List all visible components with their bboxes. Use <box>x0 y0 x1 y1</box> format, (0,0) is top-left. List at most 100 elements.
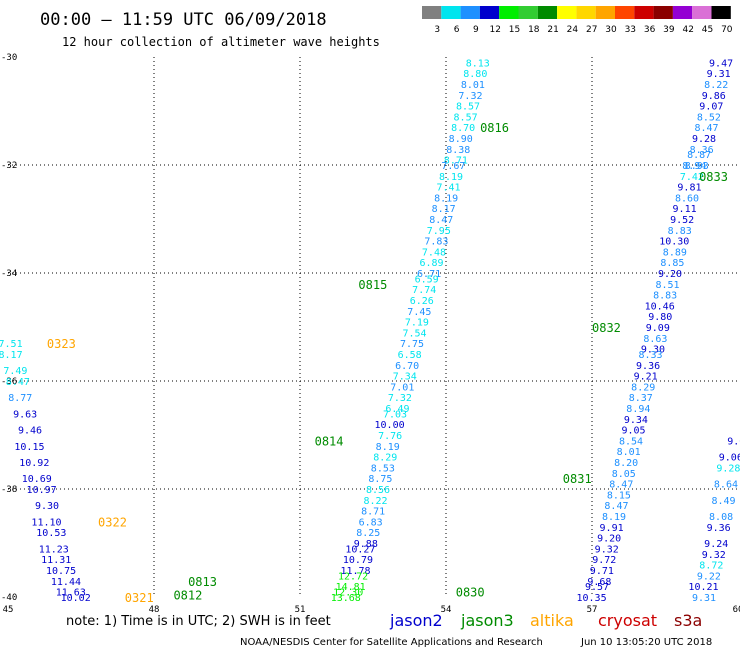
wave-height-point: 7.19 <box>405 318 429 329</box>
wave-height-point: 8.93 <box>685 161 709 172</box>
wave-height-point: 8.19 <box>602 512 626 523</box>
wave-height-point: 8.20 <box>614 458 638 469</box>
pass-time-label: 0815 <box>358 278 387 292</box>
x-tick-label: 60 <box>733 605 740 615</box>
wave-height-point: 11.78 <box>340 566 370 577</box>
wave-height-point: 8.47 <box>429 215 453 226</box>
colorbar-swatch <box>460 6 480 19</box>
wave-height-point: 6.49 <box>385 404 409 415</box>
wave-height-point: 8.89 <box>663 247 687 258</box>
wave-height-point: 7.95 <box>427 226 451 237</box>
wave-height-point: 10.35 <box>576 593 606 604</box>
wave-height-point: 8.17 <box>432 204 456 215</box>
wave-height-point: 8.60 <box>675 193 699 204</box>
pass-time-label: 0812 <box>173 588 202 602</box>
pass-time-label: 0833 <box>699 170 728 184</box>
colorbar-swatch <box>499 6 519 19</box>
wave-height-point: 9.22 <box>697 571 721 582</box>
wave-height-point: 8.22 <box>364 496 388 507</box>
wave-height-point: 8.15 <box>607 490 631 501</box>
wave-height-point: 11.63 <box>56 588 86 599</box>
map-grid <box>8 57 738 597</box>
wave-height-point: 10.79 <box>343 555 373 566</box>
wave-height-point: 7.32 <box>458 91 482 102</box>
wave-height-point: 9.07 <box>699 102 723 113</box>
wave-height-point: 9.20 <box>597 534 621 545</box>
pass-time-label: 0816 <box>480 121 509 135</box>
wave-height-point: 9.36 <box>636 361 660 372</box>
wave-height-point: 8.29 <box>373 453 397 464</box>
wave-height-point: 7.76 <box>378 431 402 442</box>
wave-height-point: 10.53 <box>36 528 66 539</box>
colorbar-label: 70 <box>721 25 733 35</box>
wave-height-point: 6.58 <box>398 350 422 361</box>
colorbar-swatch <box>711 6 731 19</box>
wave-height-point: 9.68 <box>587 577 611 588</box>
wave-height-point: 7.45 <box>407 307 431 318</box>
x-tick-label: 54 <box>441 605 452 615</box>
axis-ticks: 45 48 51 54 57 60 -30 -32 -34 -36 -38 -40 <box>1 53 740 615</box>
satellite-legend-s3a: s3a <box>674 611 702 630</box>
x-tick-label: 48 <box>149 605 160 615</box>
wave-height-point: 8.83 <box>653 291 677 302</box>
wave-height-point: 6.59 <box>415 274 439 285</box>
wave-height-point: 8.05 <box>612 469 636 480</box>
wave-height-point: 10.02 <box>61 593 91 604</box>
wave-height-point: 8.57 <box>454 112 478 123</box>
wave-height-point: 6.70 <box>395 361 419 372</box>
wave-height-point: 9.28 <box>716 463 740 474</box>
wave-height-point: 9.24 <box>704 539 728 550</box>
wave-height-point: 9.91 <box>600 523 624 534</box>
colorbar-swatch <box>518 6 538 19</box>
wave-height-point: 7.51 <box>0 339 23 350</box>
footer-note: note: 1) Time is in UTC; 2) SWH is in fe… <box>66 614 331 629</box>
wave-height-point: 9.46 <box>18 426 42 437</box>
wave-height-point: 9.34 <box>624 415 648 426</box>
wave-height-point: 10.21 <box>688 582 718 593</box>
wave-height-point: 8.71 <box>361 507 385 518</box>
pass-time-label: 0831 <box>563 472 592 486</box>
colorbar-swatch <box>595 6 615 19</box>
wave-height-point: 8.01 <box>461 80 485 91</box>
wave-height-point: 10.00 <box>375 420 405 431</box>
wave-height-point: 9.81 <box>677 183 701 194</box>
wave-height-point: 8.51 <box>656 280 680 291</box>
wave-height-point: 6.71 <box>417 269 441 280</box>
colorbar-swatch <box>537 6 558 19</box>
satellite-legend-altika: altika <box>530 611 574 630</box>
y-tick-label: -34 <box>1 269 17 279</box>
y-tick-label: -32 <box>1 161 17 171</box>
wave-height-point: 11.31 <box>41 555 71 566</box>
wave-height-point: 7.74 <box>412 285 436 296</box>
satellite-legend-jason3: jason3 <box>460 611 514 630</box>
wave-height-point: 9.0 <box>727 436 740 447</box>
wave-height-point: 8.53 <box>371 463 395 474</box>
wave-height-point: 8.94 <box>626 404 650 415</box>
wave-height-point: 8.64 <box>714 480 738 491</box>
colorbar-swatch <box>672 6 693 19</box>
wave-height-point: 8.77 <box>8 393 32 404</box>
wave-height-point: 8.13 <box>466 58 490 69</box>
wave-height-point: 7.54 <box>402 328 426 339</box>
colorbar-swatch <box>441 6 461 19</box>
wave-height-point: 9.63 <box>13 409 37 420</box>
wave-height-point: 8.72 <box>699 561 723 572</box>
wave-height-point: 9.09 <box>646 323 670 334</box>
wave-height-point: 9.28 <box>692 134 716 145</box>
wave-height-point: 7.49 <box>3 366 27 377</box>
wave-height-point: 8.75 <box>368 474 392 485</box>
wave-height-point: 8.63 <box>643 334 667 345</box>
wave-height-point: 8.90 <box>449 134 473 145</box>
wave-height-point: 10.75 <box>46 566 76 577</box>
wave-height-point: 8.94 <box>682 161 706 172</box>
wave-height-point: 9.30 <box>35 501 59 512</box>
satellite-legend: jason2 jason3 altika cryosat s3a <box>389 611 702 630</box>
colorbar-label: 33 <box>625 25 636 35</box>
wave-height-point: 8.25 <box>356 528 380 539</box>
wave-height-point: 8.47 <box>6 377 30 388</box>
y-tick-label: -40 <box>1 593 17 603</box>
chart-title: 00:00 — 11:59 UTC 06/09/2018 <box>40 10 327 30</box>
x-tick-label: 45 <box>3 605 14 615</box>
wave-height-point: 8.22 <box>704 80 728 91</box>
